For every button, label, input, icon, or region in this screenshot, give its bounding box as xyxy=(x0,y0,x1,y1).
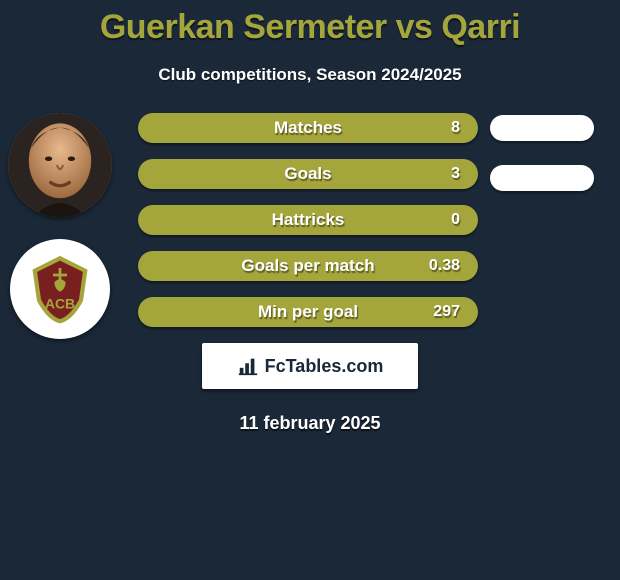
stat-row: Min per goal 297 xyxy=(138,297,478,327)
stat-value: 0 xyxy=(451,211,460,229)
stat-value: 3 xyxy=(451,165,460,183)
player-face-icon xyxy=(8,113,112,217)
comparison-panel: ACB Matches 8 Goals 3 Hattricks 0 Goals … xyxy=(0,113,620,327)
date-label: 11 february 2025 xyxy=(0,413,620,434)
stat-label: Hattricks xyxy=(138,210,478,230)
watermark: FcTables.com xyxy=(202,343,418,389)
stat-row: Goals per match 0.38 xyxy=(138,251,478,281)
opponent-pill xyxy=(490,165,594,191)
page-title: Guerkan Sermeter vs Qarri xyxy=(0,0,620,47)
club-badge: ACB xyxy=(10,239,110,339)
stat-row: Hattricks 0 xyxy=(138,205,478,235)
stat-value: 8 xyxy=(451,119,460,137)
stat-label: Min per goal xyxy=(138,302,478,322)
stat-label: Goals xyxy=(138,164,478,184)
stat-row: Matches 8 xyxy=(138,113,478,143)
club-crest-icon: ACB xyxy=(25,254,95,324)
svg-text:ACB: ACB xyxy=(45,296,75,312)
stat-label: Goals per match xyxy=(138,256,478,276)
bar-chart-icon xyxy=(237,355,259,377)
player-avatar xyxy=(8,113,112,217)
stat-value: 297 xyxy=(433,303,460,321)
stat-row: Goals 3 xyxy=(138,159,478,189)
watermark-text: FcTables.com xyxy=(265,356,384,377)
stat-rows: Matches 8 Goals 3 Hattricks 0 Goals per … xyxy=(138,113,478,327)
left-avatar-column: ACB xyxy=(8,113,118,339)
opponent-pill xyxy=(490,115,594,141)
stat-label: Matches xyxy=(138,118,478,138)
page-subtitle: Club competitions, Season 2024/2025 xyxy=(0,65,620,85)
stat-value: 0.38 xyxy=(429,257,460,275)
